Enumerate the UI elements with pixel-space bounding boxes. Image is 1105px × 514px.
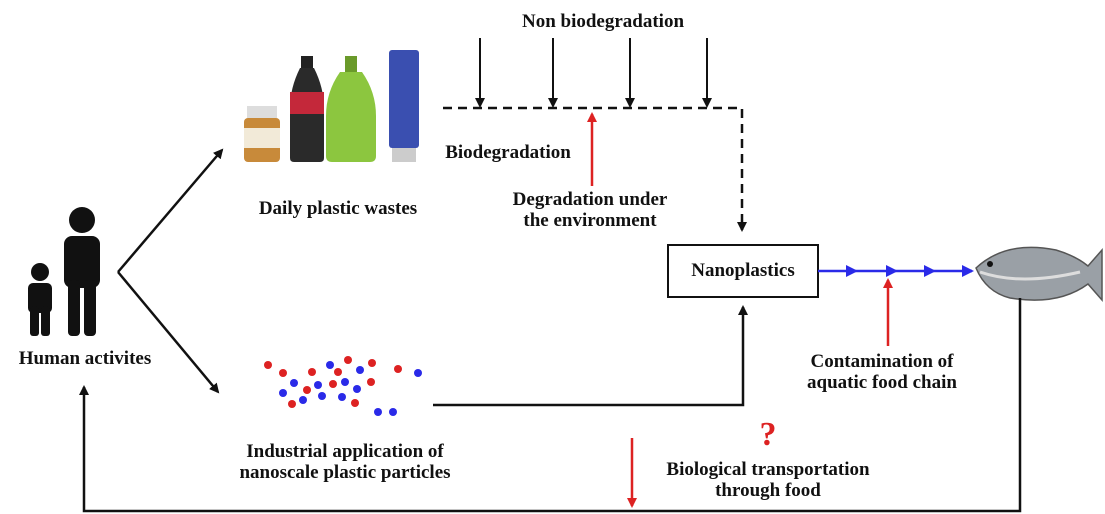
biodegradation-label: Biodegradation [445,142,571,163]
diagram: Human activites Daily plastic wastes Non… [0,0,1105,514]
down-arrows [480,38,707,106]
non-biodegradation-label: Non biodegradation [522,11,684,32]
daily-plastic-label: Daily plastic wastes [259,198,417,219]
particles [264,356,422,416]
arrow [118,150,222,272]
question-mark: ? [760,416,777,453]
nanoplastics-label: Nanoplastics [691,260,794,281]
people-icon [28,207,100,336]
plastic-icons [244,50,419,162]
page: Human activites Daily plastic wastes Non… [0,0,1105,514]
fish-icon [976,247,1102,300]
human-label: Human activites [19,348,151,369]
arrow [433,307,743,405]
arrow [118,272,218,392]
